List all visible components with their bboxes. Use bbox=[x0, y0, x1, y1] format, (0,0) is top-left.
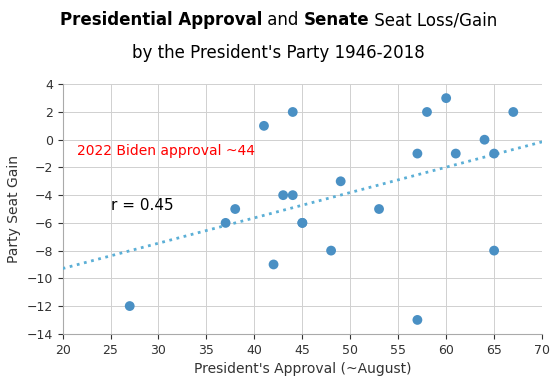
Point bbox=[278, 192, 287, 198]
Point bbox=[221, 220, 230, 226]
Point bbox=[298, 220, 307, 226]
Point bbox=[231, 206, 240, 212]
Point bbox=[423, 109, 432, 115]
Text: and: and bbox=[262, 11, 304, 29]
Point bbox=[375, 206, 384, 212]
Point bbox=[509, 109, 518, 115]
Point bbox=[451, 151, 460, 157]
Point bbox=[289, 109, 297, 115]
Point bbox=[125, 303, 134, 309]
Point bbox=[269, 262, 278, 268]
Text: Senate: Senate bbox=[304, 11, 369, 29]
Text: Presidential Approval: Presidential Approval bbox=[60, 11, 262, 29]
Point bbox=[413, 317, 422, 323]
Point bbox=[260, 123, 268, 129]
Text: by the President's Party 1946-2018: by the President's Party 1946-2018 bbox=[132, 44, 425, 62]
Text: r = 0.45: r = 0.45 bbox=[110, 198, 173, 213]
Point bbox=[442, 95, 451, 101]
X-axis label: President's Approval (~August): President's Approval (~August) bbox=[194, 362, 411, 376]
Point bbox=[326, 247, 335, 254]
Point bbox=[289, 192, 297, 198]
Point bbox=[336, 178, 345, 184]
Text: Seat Loss/Gain: Seat Loss/Gain bbox=[369, 11, 497, 29]
Point bbox=[413, 151, 422, 157]
Point bbox=[480, 137, 489, 143]
Point bbox=[490, 247, 499, 254]
Point bbox=[298, 220, 307, 226]
Point bbox=[490, 151, 499, 157]
Y-axis label: Party Seat Gain: Party Seat Gain bbox=[7, 155, 21, 263]
Text: 2022 Biden approval ~44: 2022 Biden approval ~44 bbox=[77, 144, 255, 158]
